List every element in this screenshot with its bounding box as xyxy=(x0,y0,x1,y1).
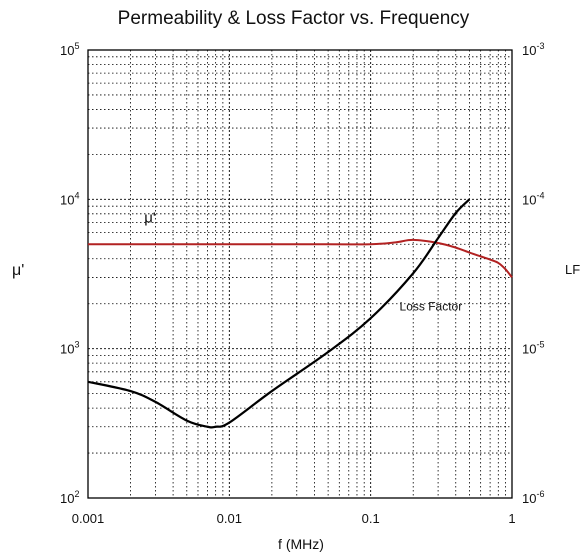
x-tick-label: 0.01 xyxy=(217,511,242,526)
chart-title: Permeability & Loss Factor vs. Frequency xyxy=(117,8,470,29)
y-tick-label-right: 10-6 xyxy=(522,489,544,506)
y-tick-label-right: 10-3 xyxy=(522,41,544,58)
loss-factor-annotation: Loss Factor xyxy=(400,300,463,314)
y-axis-label-right: LF xyxy=(565,262,581,277)
x-tick-label: 0.001 xyxy=(72,511,105,526)
x-tick-label: 1 xyxy=(508,511,515,526)
y-tick-label-left: 104 xyxy=(60,190,79,207)
mu-annotation: μ' xyxy=(144,209,156,226)
y-tick-label-left: 103 xyxy=(60,340,79,357)
y-tick-label-right: 10-4 xyxy=(522,190,544,207)
permeability-line xyxy=(88,238,513,279)
y-tick-label-left: 105 xyxy=(60,41,79,58)
x-axis-label: f (MHz) xyxy=(278,536,324,552)
y-tick-label-right: 10-5 xyxy=(522,340,544,357)
plot-frame xyxy=(87,49,513,499)
y-axis-label-left: μ' xyxy=(12,262,25,279)
loss-factor-line xyxy=(87,198,471,429)
x-tick-label: 0.1 xyxy=(362,511,380,526)
y-tick-label-left: 102 xyxy=(60,489,79,506)
